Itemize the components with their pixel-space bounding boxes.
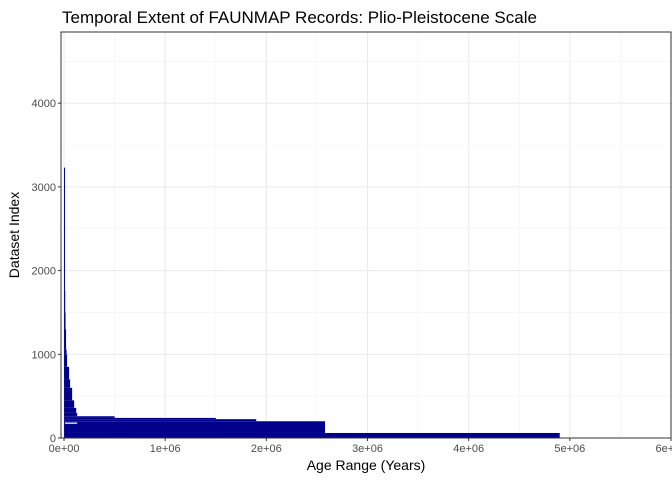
y-tick-label: 4000 [32, 98, 56, 110]
range-bar [64, 416, 115, 418]
range-bar [64, 432, 560, 438]
x-tick-label: 3e+06 [352, 443, 383, 455]
range-bar [64, 421, 326, 433]
x-tick-label: 0e+00 [49, 443, 80, 455]
y-axis: 0 1000 2000 3000 4000 [32, 98, 61, 445]
range-bar [64, 312, 66, 330]
x-tick-label: 5e+06 [554, 443, 585, 455]
range-bar [64, 354, 68, 367]
x-tick-label: 4e+06 [453, 443, 484, 455]
x-tick-label: 6e+06 [656, 443, 672, 455]
range-bar [64, 407, 77, 413]
range-bar [64, 349, 67, 355]
range-bar [64, 245, 66, 291]
range-gap [65, 422, 78, 424]
panel-border [60, 31, 672, 439]
x-axis-title: Age Range (Years) [307, 457, 426, 473]
range-bar [64, 167, 66, 246]
x-axis: 0e+00 1e+06 2e+06 3e+06 4e+06 5e+06 6e+06 [49, 438, 672, 455]
y-tick-label: 2000 [32, 266, 56, 278]
range-bar [64, 366, 70, 380]
range-bar [64, 412, 78, 417]
range-bar [64, 387, 73, 401]
range-bar [64, 290, 66, 313]
x-tick-label: 2e+06 [251, 443, 282, 455]
y-axis-title: Dataset Index [6, 192, 22, 278]
range-bar [64, 400, 75, 408]
range-bar [64, 379, 71, 388]
range-bar [64, 329, 67, 350]
x-tick-label: 1e+06 [150, 443, 181, 455]
y-tick-label: 1000 [32, 349, 56, 361]
range-bars [64, 167, 560, 438]
chart-title: Temporal Extent of FAUNMAP Records: Plio… [62, 8, 537, 27]
range-bar [64, 417, 216, 420]
y-tick-label: 3000 [32, 182, 56, 194]
y-tick-label: 0 [50, 433, 56, 445]
range-bar [64, 419, 257, 422]
